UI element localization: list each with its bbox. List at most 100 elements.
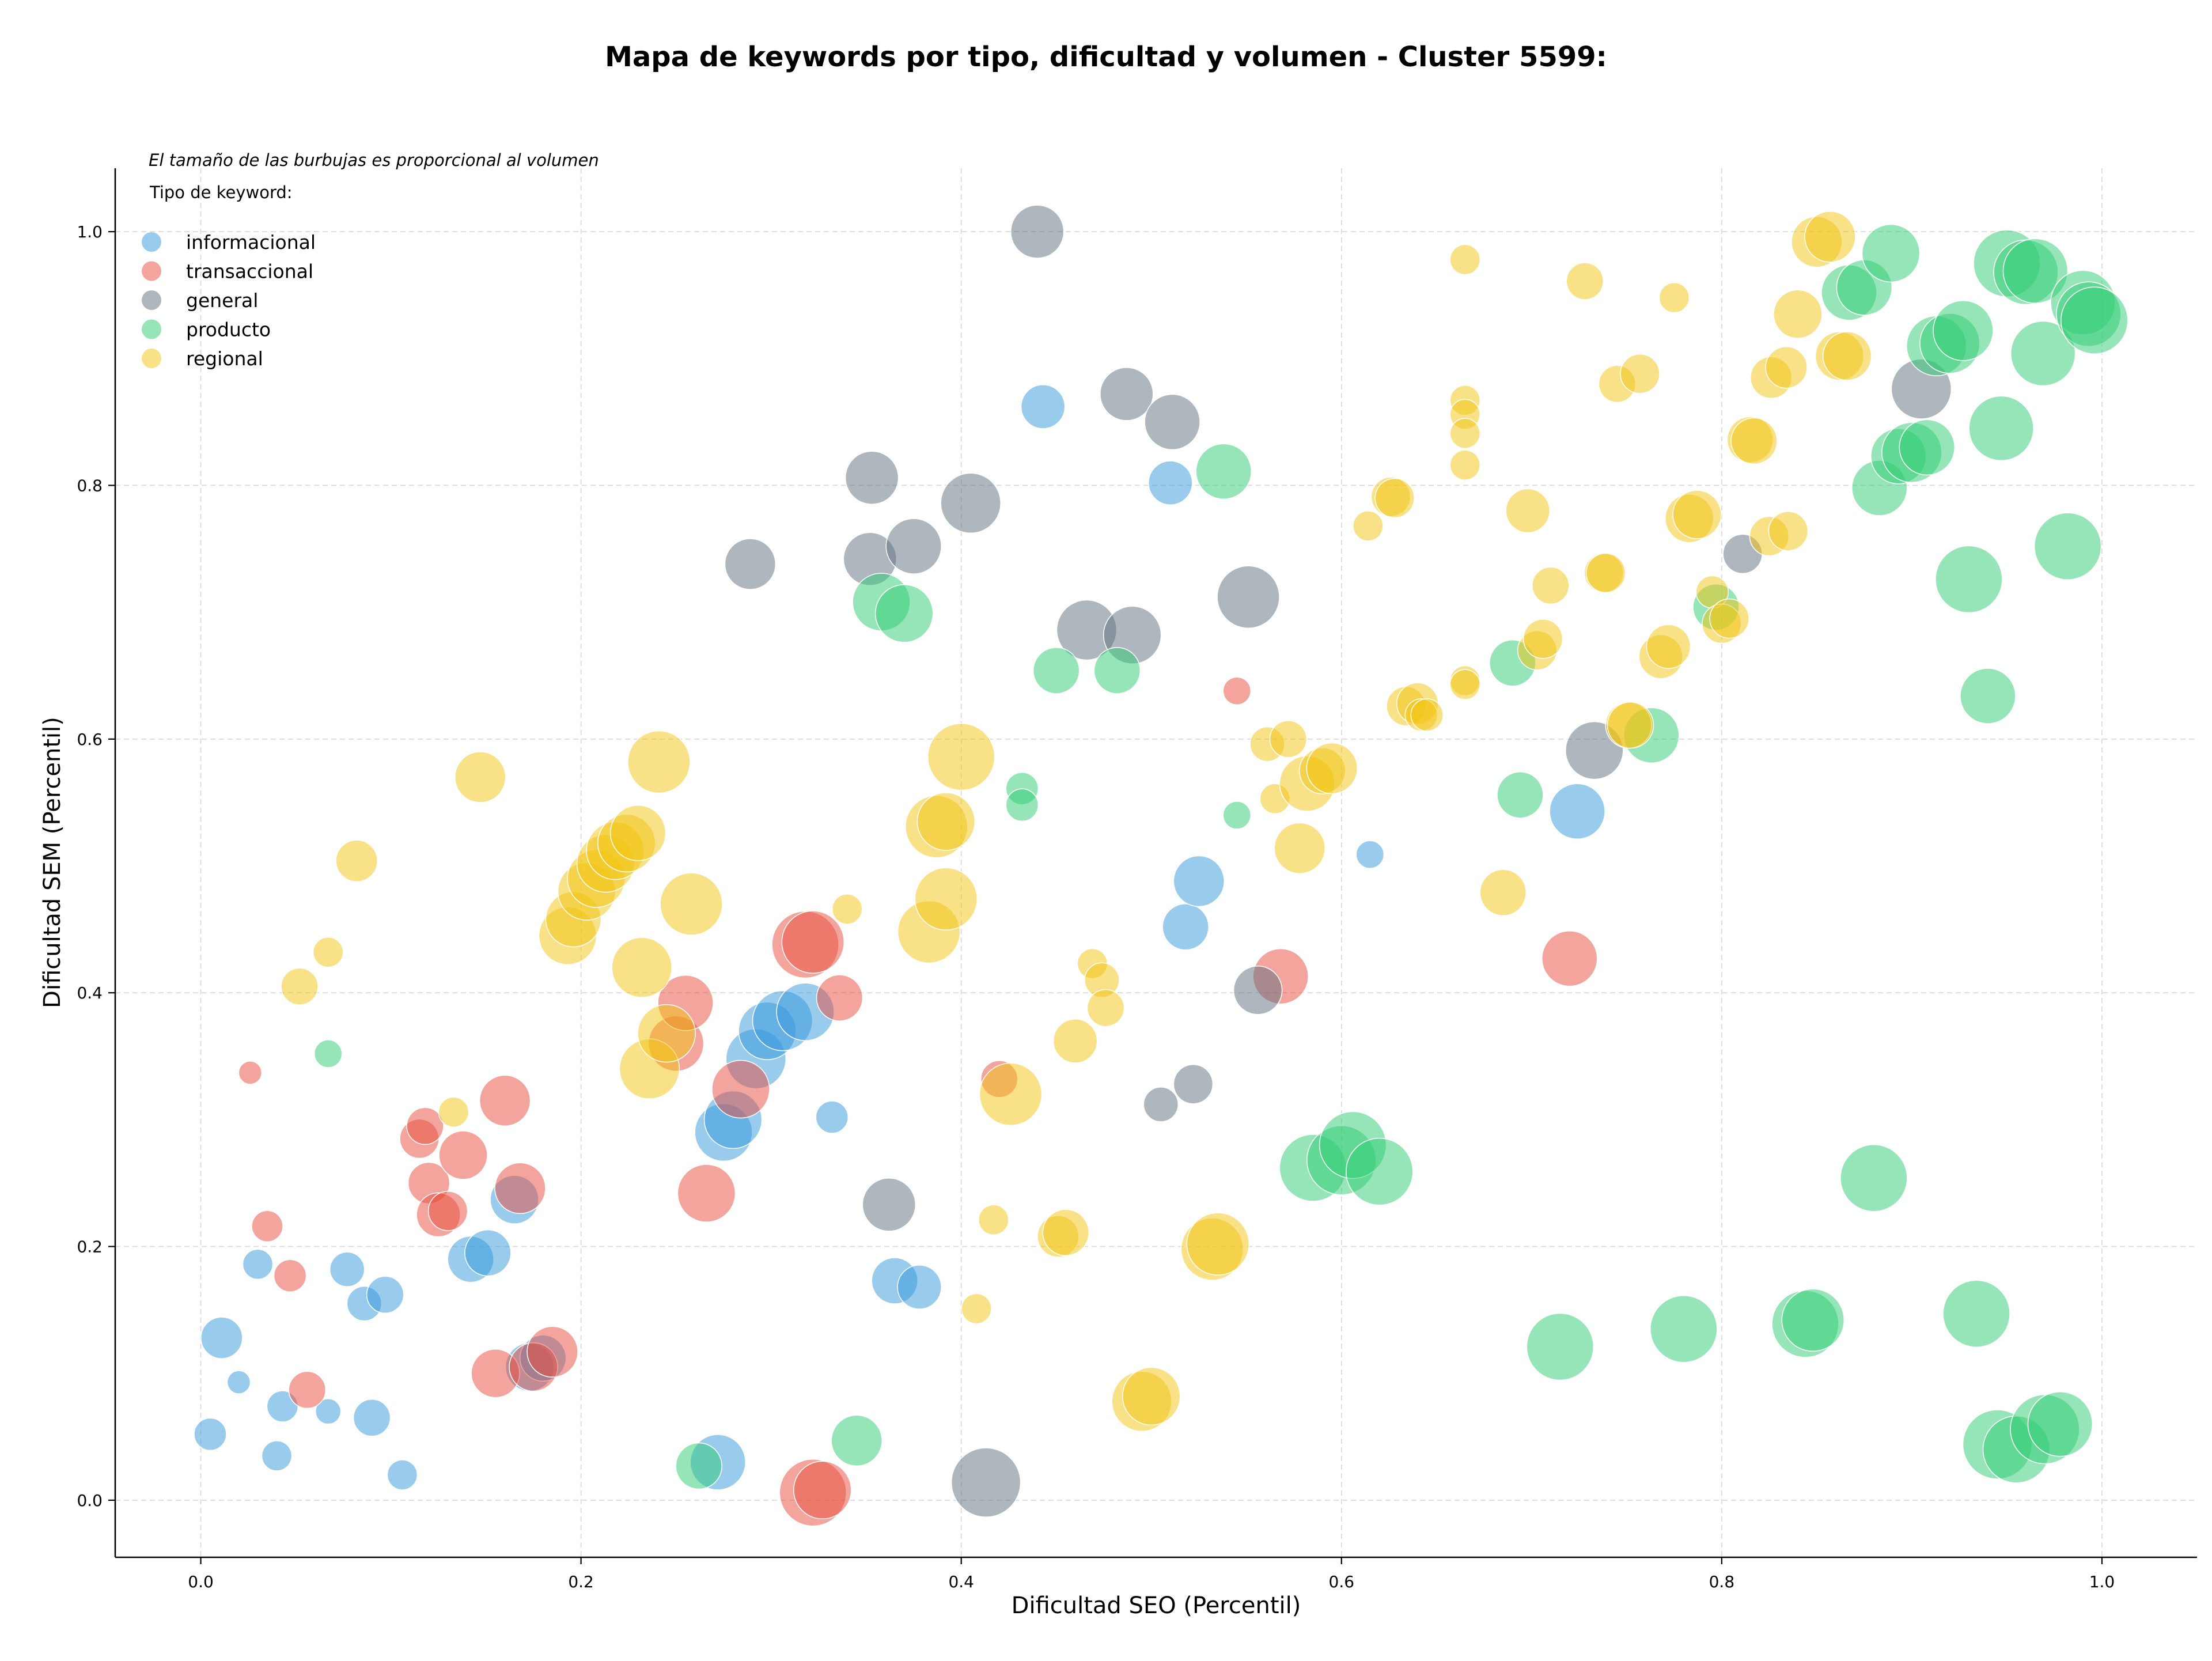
bubble-transaccional [238, 1061, 263, 1085]
bubble-transaccional [677, 1164, 736, 1223]
ticks: 0.0 0.2 0.4 0.6 0.8 1.0 0.0 0.2 0.4 0.6 0.8 1.0 [77, 222, 2115, 1591]
bubble-regional [1274, 822, 1325, 874]
bubble-regional [1186, 1212, 1250, 1276]
bubble-general [862, 1178, 916, 1232]
x-tick-label: 0.4 [948, 1572, 974, 1591]
legend-label-regional: regional [186, 347, 263, 370]
bubble-regional [1773, 289, 1823, 339]
legend-title: Tipo de keyword: [149, 183, 293, 202]
grid [115, 168, 2197, 1557]
bubble-transaccional [816, 974, 863, 1021]
legend-marker-informacional [142, 232, 161, 252]
legend-label-informacional: informacional [186, 231, 316, 253]
bubble-informacional [366, 1276, 404, 1314]
legend-label-transaccional: transaccional [186, 260, 313, 283]
bubble-regional [1620, 353, 1660, 394]
bubble-transaccional [479, 1074, 531, 1127]
bubble-regional [1353, 510, 1384, 542]
bubble-regional [831, 894, 863, 925]
bubble-regional [1566, 262, 1604, 300]
bubble-informacional [315, 1398, 342, 1425]
y-tick-label: 1.0 [77, 222, 103, 241]
bubble-producto [1933, 300, 1994, 361]
bubble-regional [1730, 417, 1778, 465]
bubble-producto [1346, 1137, 1414, 1206]
y-tick-label: 0.2 [77, 1238, 103, 1257]
bubble-regional [627, 730, 691, 794]
legend-marker-regional [142, 349, 161, 368]
bubble-regional [312, 936, 344, 968]
x-tick-label: 1.0 [2089, 1572, 2115, 1591]
x-tick-label: 0.6 [1329, 1572, 1355, 1591]
bubble-producto [1960, 668, 2016, 724]
bubble-regional [1052, 1019, 1098, 1064]
y-tick-label: 0.4 [77, 983, 103, 1002]
bubble-producto [1942, 1280, 2010, 1348]
bubble-general [1010, 205, 1065, 259]
bubble-regional [961, 1293, 992, 1325]
bubble-regional [1042, 1209, 1089, 1257]
bubble-general [885, 518, 942, 574]
bubble-regional [1449, 418, 1481, 449]
bubble-producto [2027, 1391, 2093, 1457]
bubble-regional [1709, 598, 1749, 639]
bubble-producto [1195, 443, 1252, 500]
bubble-informacional [1355, 840, 1385, 869]
bubble-informacional [1148, 460, 1193, 505]
bubble-informacional [464, 1229, 512, 1277]
bubble-informacional [815, 1100, 849, 1134]
bubble-transaccional [494, 1162, 546, 1214]
bubble-transaccional [438, 1130, 488, 1180]
bubble-general [940, 472, 1001, 534]
bubble-regional [1086, 989, 1125, 1027]
bubble-regional [1410, 698, 1444, 732]
bubble-producto [1781, 1288, 1845, 1352]
bubble-regional [1672, 490, 1722, 539]
bubble-producto [2010, 320, 2076, 387]
bubble-informacional [329, 1251, 365, 1287]
bubble-transaccional [273, 1259, 307, 1292]
bubble-transaccional [251, 1210, 283, 1243]
bubble-producto [313, 1039, 343, 1068]
bubble-regional [1449, 449, 1481, 480]
bubble-informacional [226, 1370, 251, 1394]
bubble-regional [335, 839, 378, 882]
bubble-general [1173, 1064, 1214, 1104]
bubble-producto [2061, 286, 2128, 354]
bubble-general [1233, 966, 1283, 1015]
bubble-regional [281, 967, 319, 1005]
bubble-informacional [897, 1265, 942, 1310]
bubble-regional [1374, 478, 1415, 519]
legend-label-general: general [186, 289, 258, 312]
bubble-regional [1505, 488, 1550, 534]
bubble-transaccional [406, 1107, 444, 1145]
bubble-regional [1269, 720, 1308, 758]
x-tick-label: 0.2 [568, 1572, 594, 1591]
legend-label-producto: producto [186, 319, 271, 341]
bubble-regional [978, 1204, 1009, 1236]
bubble-producto [1222, 801, 1252, 830]
bubble-regional [1822, 331, 1872, 381]
bubble-transaccional [288, 1371, 327, 1409]
bubble-regional [1646, 624, 1691, 669]
bubble-regional [927, 722, 995, 791]
bubble-informacional [200, 1316, 243, 1359]
bubble-producto [1005, 788, 1039, 822]
legend-marker-transaccional [142, 261, 161, 281]
bubble-transaccional [527, 1326, 578, 1378]
bubble-producto [2033, 512, 2102, 580]
bubble-regional [1768, 510, 1809, 551]
bubble-informacional [1162, 903, 1209, 951]
bubble-general [950, 1447, 1021, 1518]
bubble-size-note: El tamaño de las burbujas es proporciona… [149, 150, 599, 170]
bubble-transaccional [1222, 676, 1252, 705]
bubble-general [1100, 367, 1154, 421]
y-tick-label: 0.6 [77, 730, 103, 749]
bubble-regional [914, 867, 978, 931]
x-tick-label: 0.0 [188, 1572, 214, 1591]
bubble-regional [1306, 742, 1358, 794]
bubble-general [1217, 565, 1280, 629]
bubble-regional [454, 751, 506, 803]
bubble-transaccional [711, 1060, 770, 1119]
